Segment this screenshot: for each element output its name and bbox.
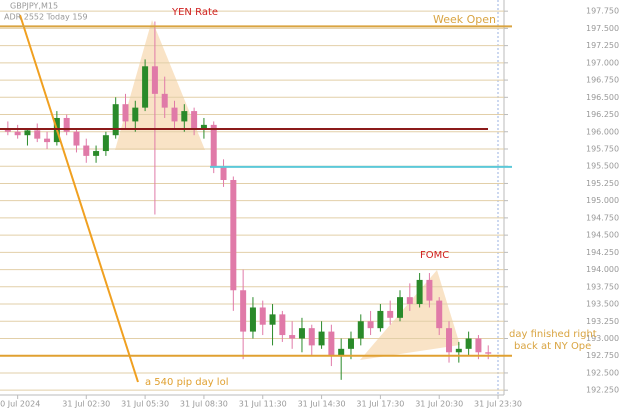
candle-body [475,338,482,353]
candle-body [210,124,217,167]
candle-body [298,328,305,339]
candle-body [357,321,364,339]
annotation: a 540 pip day lol [145,377,228,388]
y-tick-label: 197.000 [586,58,619,67]
candle-body [200,124,207,129]
x-tick-label: 30 Jul 2024 [0,400,40,409]
x-tick-label: 31 Jul 23:30 [474,400,522,409]
y-tick-label: 196.250 [586,110,619,119]
x-tick-label: 31 Jul 02:30 [62,400,110,409]
candle-body [347,338,354,349]
candle-body [455,348,462,353]
candle-body [93,151,100,156]
candle-body [161,93,168,108]
y-tick-label: 197.250 [586,41,619,50]
candle-body [220,166,227,180]
candle-body [387,310,394,318]
trend-line [19,14,139,383]
y-tick-label: 192.750 [586,351,619,360]
y-tick-label: 196.500 [586,93,619,102]
y-tick-label: 193.250 [586,317,619,326]
candle-body [191,111,198,129]
annotation: FOMC [420,250,449,261]
candle-body [4,128,11,132]
candle-body [24,130,31,136]
y-tick-label: 195.000 [586,196,619,205]
candle-body [289,335,296,339]
candle-body [73,131,80,146]
candle-body [465,338,472,349]
candle-body [269,314,276,325]
candle-body [259,307,266,325]
candle-body [436,300,443,329]
candle-body [377,310,384,329]
x-tick-label: 31 Jul 05:30 [121,400,169,409]
candle-body [328,331,335,356]
candle-body [171,107,178,122]
y-tick-label: 195.750 [586,144,619,153]
candle-body [308,328,315,346]
annotation: Week Open [433,13,496,26]
y-tick-label: 195.250 [586,179,619,188]
annotation: day finished right [509,329,597,340]
candle-body [230,179,237,291]
x-tick-label: 31 Jul 17:30 [356,400,404,409]
candle-body [485,352,492,354]
annotation: back at NY Ope [514,341,591,352]
chart-title: GBPJPY,M15 [10,2,58,11]
candle-body [249,307,256,332]
candle-body [318,331,325,346]
candle-body [112,104,119,136]
candle-body [416,279,423,305]
x-tick-label: 31 Jul 08:30 [180,400,228,409]
candle-body [406,297,413,305]
candle-body [338,348,345,356]
fomc-triangle [360,270,460,360]
candle-body [367,321,374,329]
candle-body [63,117,70,132]
candle-body [446,328,453,353]
y-tick-label: 192.250 [586,386,619,395]
y-tick-label: 194.250 [586,248,619,257]
candle-body [240,290,247,332]
x-tick-label: 31 Jul 11:30 [239,400,287,409]
y-tick-label: 193.500 [586,300,619,309]
candle-body [14,131,21,136]
candle-body [132,107,139,122]
subtitle: ADR 2552 Today 159 [4,13,88,22]
candle-body [142,66,149,108]
y-tick-label: 196.750 [586,76,619,85]
candle-body [102,135,109,152]
y-tick-label: 197.500 [586,24,619,33]
candle-body [83,145,90,156]
candle-body [279,314,286,336]
candle-body [44,138,51,143]
y-tick-label: 194.000 [586,265,619,274]
candle-body [181,111,188,122]
y-tick-label: 194.750 [586,213,619,222]
x-tick-label: 31 Jul 20:30 [415,400,463,409]
y-tick-label: 195.500 [586,162,619,171]
y-tick-label: 192.500 [586,368,619,377]
candle-body [426,279,433,301]
y-tick-label: 193.000 [586,334,619,343]
candles [4,21,492,380]
candle-body [122,104,129,122]
y-tick-label: 196.000 [586,127,619,136]
y-tick-label: 193.750 [586,282,619,291]
candle-body [34,130,41,139]
annotation: YEN Rate [171,7,218,18]
candle-body [151,66,158,94]
y-tick-label: 197.750 [586,7,619,16]
candle-body [397,297,403,318]
y-tick-label: 194.500 [586,231,619,240]
x-tick-label: 31 Jul 14:30 [298,400,346,409]
